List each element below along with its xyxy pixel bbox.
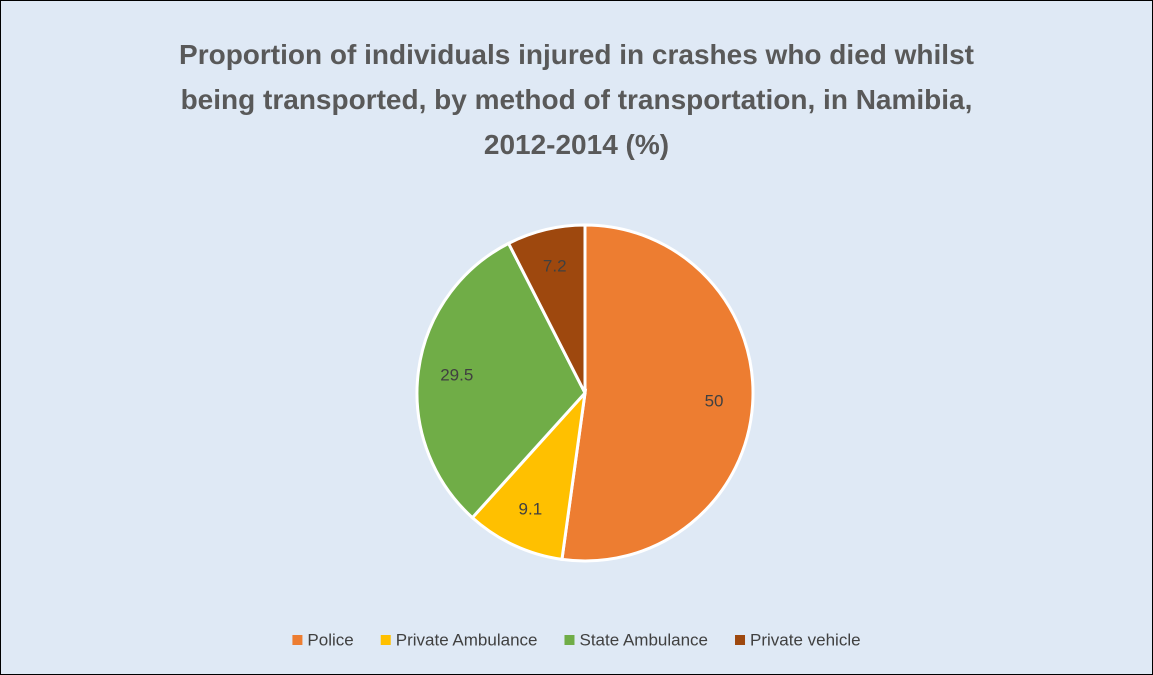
pie-slice xyxy=(470,388,588,562)
data-label: 29.5 xyxy=(440,366,473,385)
data-label: 9.1 xyxy=(519,500,543,519)
legend-label: State Ambulance xyxy=(579,630,708,649)
legend-swatch xyxy=(292,635,303,645)
legend-swatch xyxy=(564,635,575,645)
legend-label: Private Ambulance xyxy=(396,630,538,649)
pie-slice xyxy=(506,223,587,394)
legend-label: Private vehicle xyxy=(750,630,861,649)
pie-slice xyxy=(560,223,755,563)
legend-swatch xyxy=(380,635,391,645)
data-label: 50 xyxy=(705,391,724,410)
data-label: 7.2 xyxy=(543,257,567,276)
legend-swatch xyxy=(735,635,746,645)
legend-label: Police xyxy=(307,630,353,649)
chart-title: Proportion of individuals injured in cra… xyxy=(179,39,974,160)
legend: Police Private Ambulance State Ambulance Pr… xyxy=(292,630,861,649)
